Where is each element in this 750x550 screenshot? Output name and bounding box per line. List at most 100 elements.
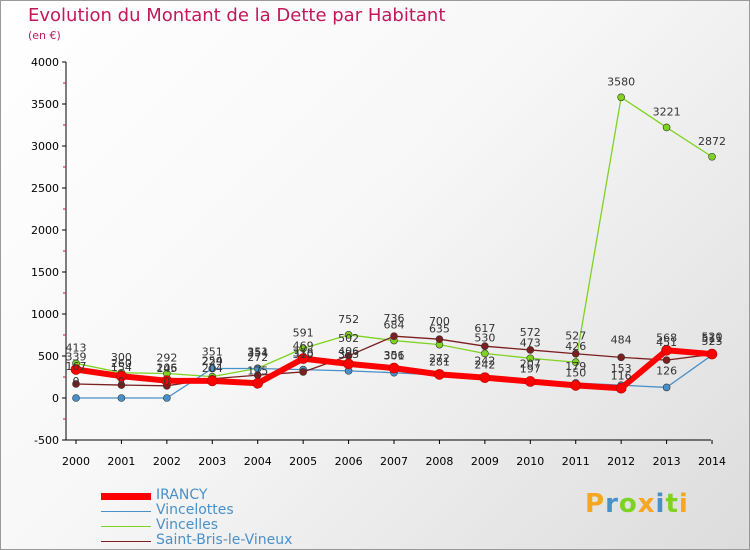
data-label-saint-bris-le-vineux: 520 — [702, 330, 723, 343]
data-label-vincelles: 3221 — [653, 105, 681, 118]
data-point-irancy — [524, 376, 536, 387]
x-tick-label: 2002 — [153, 455, 181, 468]
x-tick-label: 2013 — [653, 455, 681, 468]
data-label-vincelles: 413 — [66, 341, 87, 354]
data-label-vincelles: 591 — [293, 326, 314, 339]
legend-label-irancy: IRANCY — [156, 487, 208, 503]
y-tick-label: 0 — [52, 392, 59, 405]
logo-letter: x — [637, 489, 656, 519]
data-label-vincelles: 684 — [384, 319, 405, 332]
logo-letter: i — [678, 489, 689, 519]
y-tick-label: 3000 — [31, 140, 59, 153]
data-point-vincelottes — [662, 383, 671, 392]
data-label-saint-bris-le-vineux: 572 — [520, 326, 541, 339]
data-point-vincelottes — [117, 394, 126, 402]
data-label-vincelottes: 242 — [474, 355, 495, 368]
data-point-vincelles — [617, 93, 625, 102]
logo-letter: P — [585, 489, 606, 519]
logo-letter: i — [655, 489, 666, 519]
data-label-vincelottes: 207 — [520, 358, 541, 371]
data-label-vincelles: 254 — [202, 355, 223, 368]
x-tick-label: 2012 — [607, 455, 635, 468]
data-point-irancy — [479, 372, 491, 383]
data-point-vincelles — [708, 152, 716, 161]
data-label-vincelles: 426 — [565, 340, 586, 353]
data-label-irancy: 150 — [565, 366, 586, 379]
data-point-vincelles — [571, 358, 580, 367]
data-label-vincelottes: 351 — [202, 346, 223, 359]
data-label-vincelottes: 511 — [702, 332, 723, 345]
data-label-irancy: 175 — [247, 364, 268, 377]
legend-label-saint-bris: Saint-Bris-le-Vineux — [156, 532, 293, 548]
data-labels-layer: 339 260 206 204 175 469 406 356 281 242 197 150 116 5… — [66, 75, 727, 388]
legend-swatch-vincelottes — [101, 511, 151, 512]
data-label-irancy: 116 — [611, 369, 632, 382]
data-point-saint-bris-le-vineux — [481, 342, 489, 350]
data-label-vincelles: 354 — [247, 346, 268, 359]
data-label-vincelottes: 179 — [565, 360, 586, 373]
x-tick-label: 2014 — [698, 455, 726, 468]
data-label-vincelottes: 351 — [247, 346, 268, 359]
data-point-irancy — [70, 364, 82, 375]
data-point-vincelles — [299, 344, 307, 353]
data-label-saint-bris-le-vineux: 700 — [429, 315, 450, 328]
legend-label-vincelles: Vincelles — [156, 517, 219, 533]
data-label-vincelottes: 0 — [163, 375, 170, 388]
data-point-irancy — [706, 348, 718, 360]
data-label-irancy: 260 — [111, 357, 132, 370]
x-tick-label: 2007 — [380, 455, 408, 468]
data-label-irancy: 339 — [66, 351, 87, 364]
legend-swatch-vincelles — [101, 526, 151, 527]
x-tick-label: 2011 — [562, 455, 590, 468]
x-tick-label: 2008 — [425, 455, 453, 468]
y-tick-label: 4000 — [31, 56, 59, 69]
series-layer — [70, 93, 718, 402]
legend-swatch-saint-bris — [101, 541, 151, 542]
y-tick-label: -500 — [34, 434, 59, 447]
data-label-irancy: 197 — [520, 362, 541, 375]
data-point-irancy — [343, 358, 354, 370]
data-label-vincelles: 292 — [156, 351, 177, 364]
legend-item-saint-bris: Saint-Bris-le-Vineux — [101, 532, 361, 549]
data-label-saint-bris-le-vineux: 145 — [156, 362, 177, 375]
data-point-irancy — [206, 375, 218, 387]
legend-item-vincelles: Vincelles — [101, 517, 361, 534]
data-label-saint-bris-le-vineux: 736 — [384, 312, 405, 325]
data-point-irancy — [297, 353, 309, 364]
proxiti-logo: Proxiti — [585, 489, 689, 519]
data-label-vincelles: 752 — [338, 313, 359, 326]
data-label-saint-bris-le-vineux: 154 — [111, 361, 132, 374]
data-point-vincelottes — [72, 394, 80, 402]
data-point-saint-bris-le-vineux — [617, 353, 625, 362]
y-tick-label: 2500 — [31, 182, 59, 195]
data-point-saint-bris-le-vineux — [662, 356, 671, 364]
data-point-irancy — [434, 369, 445, 380]
data-label-irancy: 356 — [384, 349, 405, 362]
y-tick-label: 1500 — [31, 266, 59, 279]
data-label-irancy: 523 — [702, 335, 723, 348]
data-label-vincelottes: 323 — [338, 348, 359, 361]
x-tick-label: 2006 — [335, 455, 363, 468]
legend-item-irancy: IRANCY — [101, 487, 361, 504]
data-point-irancy — [615, 382, 627, 394]
data-label-vincelottes: 126 — [656, 364, 677, 377]
data-label-irancy: 206 — [156, 362, 177, 375]
logo-letter: r — [605, 489, 619, 519]
logo-letter: t — [665, 489, 679, 519]
data-label-saint-bris-le-vineux: 484 — [611, 333, 632, 346]
data-label-vincelles: 635 — [429, 323, 450, 336]
data-point-vincelles — [526, 354, 535, 363]
x-tick-label: 2005 — [289, 455, 317, 468]
legend: IRANCY Vincelottes Vincelles Saint-Bris-… — [101, 487, 361, 549]
data-label-saint-bris-le-vineux: 527 — [565, 330, 586, 343]
y-tick-label: 1000 — [31, 308, 59, 321]
x-tick-label: 2009 — [471, 455, 499, 468]
data-label-vincelles: 300 — [111, 351, 132, 364]
axes: -500050010001500200025003000350040002000… — [31, 56, 726, 468]
data-point-irancy — [388, 362, 400, 374]
data-point-vincelles — [344, 331, 353, 339]
data-label-vincelles: 473 — [520, 336, 541, 349]
legend-label-vincelottes: Vincelottes — [156, 502, 234, 518]
